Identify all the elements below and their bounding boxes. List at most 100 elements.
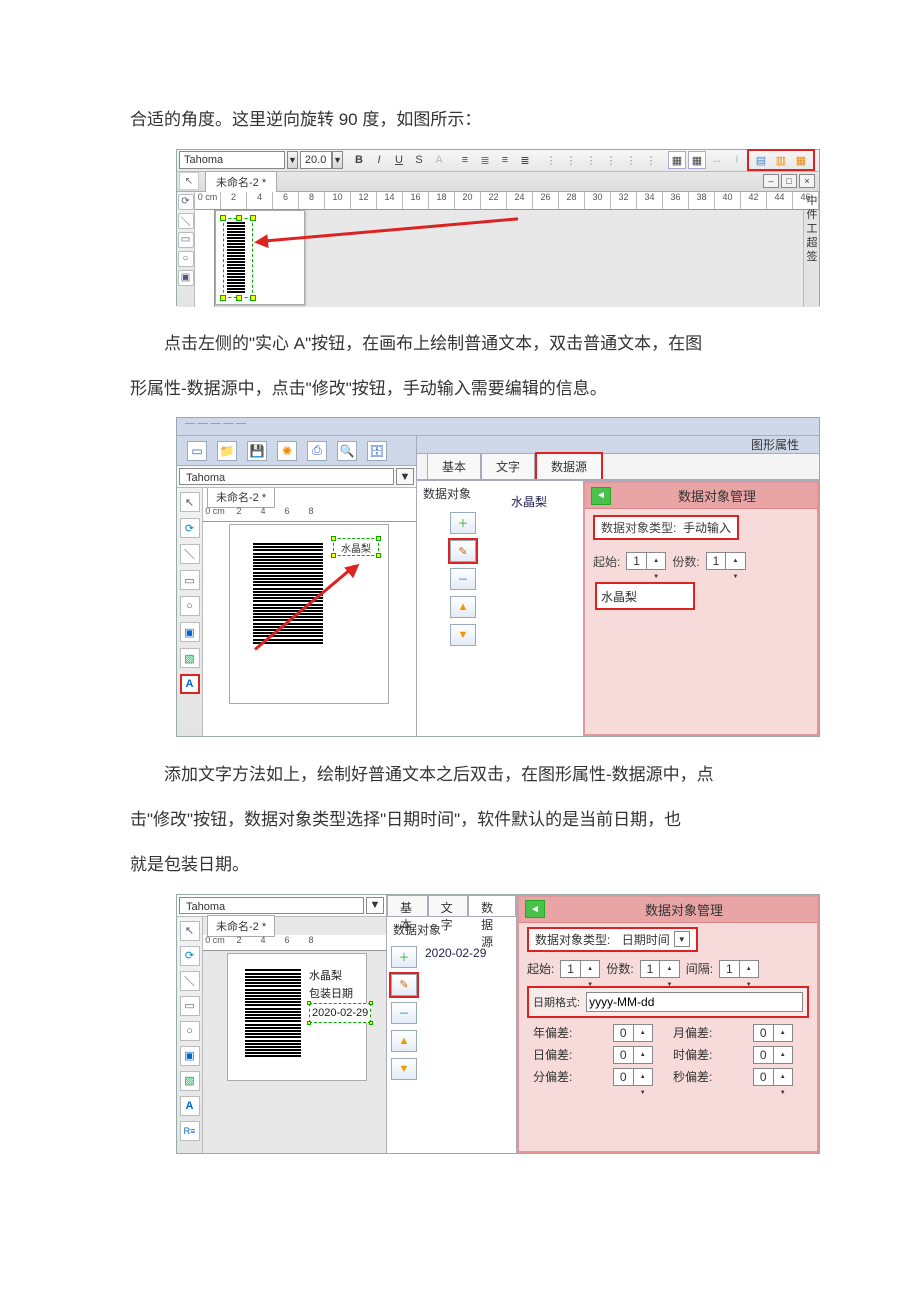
cursor-icon[interactable]: I	[728, 151, 746, 169]
dropdown-icon[interactable]: ▼	[366, 897, 384, 914]
close-icon[interactable]: ×	[799, 174, 815, 188]
rect-tool-icon[interactable]: ▭	[178, 232, 194, 248]
label-packdate[interactable]: 包装日期	[309, 985, 371, 1003]
cursor-tool-icon[interactable]: ↖	[180, 492, 200, 512]
delete-button-icon[interactable]: －	[391, 1002, 417, 1024]
up-button-icon[interactable]: ▲	[391, 1030, 417, 1052]
rotate-tool-icon[interactable]: ⟳	[180, 946, 200, 966]
font-select[interactable]: Tahoma	[179, 468, 394, 485]
add-button-icon[interactable]: ＋	[450, 512, 476, 534]
barcode-object[interactable]	[245, 969, 301, 1058]
spacing-icon[interactable]: ⋮	[562, 151, 580, 169]
year-offset-spinner[interactable]: 0▲▼	[613, 1024, 653, 1042]
new-icon[interactable]: ▭	[187, 441, 207, 461]
fontsize-select[interactable]: 20.0	[300, 151, 332, 169]
count-spinner[interactable]: 1▲▼	[706, 552, 746, 570]
ellipse-tool-icon[interactable]: ○	[178, 251, 194, 267]
preview-icon[interactable]: 🔍	[337, 441, 357, 461]
text-selection[interactable]: 水晶梨	[333, 538, 379, 556]
strike-button[interactable]: S	[410, 151, 428, 169]
line-tool-icon[interactable]: ＼	[180, 544, 200, 564]
label-product[interactable]: 水晶梨	[309, 967, 371, 985]
hour-offset-spinner[interactable]: 0▲▼	[753, 1046, 793, 1064]
edit-button-icon[interactable]: ✎	[391, 974, 417, 996]
spacing-icon[interactable]: ⋮	[642, 151, 660, 169]
dropdown-icon[interactable]: ▼	[396, 468, 414, 485]
cursor-tool-icon[interactable]: ↖	[180, 921, 200, 941]
align-left-icon[interactable]: ≡	[456, 151, 474, 169]
up-button-icon[interactable]: ▲	[450, 596, 476, 618]
manual-input-box[interactable]: 水晶梨	[595, 582, 695, 610]
text-tool-icon[interactable]: A	[430, 151, 448, 169]
resize-handle[interactable]	[220, 295, 226, 301]
sec-offset-spinner[interactable]: 0▲▼	[753, 1068, 793, 1086]
start-spinner[interactable]: 1▲▼	[560, 960, 600, 978]
document-tab[interactable]: 未命名-2 *	[205, 171, 277, 192]
minimize-icon[interactable]: –	[763, 174, 779, 188]
cursor-tool-icon[interactable]: ↖	[179, 172, 199, 190]
month-offset-spinner[interactable]: 0▲▼	[753, 1024, 793, 1042]
type-value[interactable]: 手动输入	[683, 521, 731, 535]
richtext-tool-icon[interactable]: R≡	[180, 1121, 200, 1141]
spacing-icon[interactable]: ⋮	[542, 151, 560, 169]
db-icon[interactable]: 🗄	[367, 441, 387, 461]
resize-handle[interactable]	[236, 295, 242, 301]
barcode-object[interactable]	[227, 222, 245, 294]
tab-basic[interactable]: 基本	[387, 895, 428, 916]
tool-icon[interactable]: ▥	[772, 151, 790, 169]
dropdown-icon[interactable]: ▼	[674, 931, 690, 947]
rotate-tool-icon[interactable]: ⟳	[180, 518, 200, 538]
spacing-icon[interactable]: ⋮	[582, 151, 600, 169]
add-button-icon[interactable]: ＋	[391, 946, 417, 968]
line-tool-icon[interactable]: ＼	[178, 213, 194, 229]
spacing-icon[interactable]: ⋮	[622, 151, 640, 169]
tab-basic[interactable]: 基本	[427, 453, 481, 479]
maximize-icon[interactable]: □	[781, 174, 797, 188]
link-icon[interactable]: ↔	[708, 151, 726, 169]
italic-button[interactable]: I	[370, 151, 388, 169]
document-tab[interactable]: 未命名-2 *	[207, 488, 275, 508]
text-tool-icon[interactable]: A	[180, 674, 200, 694]
delete-button-icon[interactable]: －	[450, 568, 476, 590]
resize-handle[interactable]	[220, 215, 226, 221]
open-icon[interactable]: 📁	[217, 441, 237, 461]
box-button[interactable]: ▦	[688, 151, 706, 169]
bold-button[interactable]: B	[350, 151, 368, 169]
settings-icon[interactable]: ✺	[277, 441, 297, 461]
rect-tool-icon[interactable]: ▭	[180, 996, 200, 1016]
resize-handle[interactable]	[236, 215, 242, 221]
gap-spinner[interactable]: 1▲▼	[719, 960, 759, 978]
date-text-selection[interactable]: 2020-02-29	[309, 1003, 371, 1023]
text-tool-icon[interactable]: A	[180, 1096, 200, 1116]
picture-tool-icon[interactable]: ▧	[180, 648, 200, 668]
type-value[interactable]: 日期时间	[622, 931, 670, 948]
align-center-icon[interactable]: ≣	[476, 151, 494, 169]
data-object-value[interactable]: 水晶梨	[511, 493, 581, 510]
min-offset-spinner[interactable]: 0▲▼	[613, 1068, 653, 1086]
tab-datasource[interactable]: 数据源	[535, 452, 603, 479]
down-button-icon[interactable]: ▼	[450, 624, 476, 646]
underline-button[interactable]: U	[390, 151, 408, 169]
rotate-tool-icon[interactable]: ⟳	[178, 194, 194, 210]
down-button-icon[interactable]: ▼	[391, 1058, 417, 1080]
resize-handle[interactable]	[250, 295, 256, 301]
day-offset-spinner[interactable]: 0▲▼	[613, 1046, 653, 1064]
document-tab[interactable]: 未命名-2 *	[207, 915, 275, 937]
date-format-input[interactable]	[586, 992, 803, 1012]
tab-text[interactable]: 文字	[481, 453, 535, 479]
box-button[interactable]: ▦	[668, 151, 686, 169]
align-right-icon[interactable]: ≡	[496, 151, 514, 169]
tab-datasource[interactable]: 数据源	[468, 895, 516, 916]
picture-tool-icon[interactable]: ▧	[180, 1071, 200, 1091]
image-tool-icon[interactable]: ▣	[180, 622, 200, 642]
font-select[interactable]: Tahoma	[179, 151, 285, 169]
data-object-value[interactable]: 2020-02-29	[421, 942, 486, 1084]
back-icon[interactable]: ◄	[525, 900, 545, 918]
line-tool-icon[interactable]: ＼	[180, 971, 200, 991]
spacing-icon[interactable]: ⋮	[602, 151, 620, 169]
count-spinner[interactable]: 1▲▼	[640, 960, 680, 978]
start-spinner[interactable]: 1▲▼	[626, 552, 666, 570]
image-tool-icon[interactable]: ▣	[180, 1046, 200, 1066]
ellipse-tool-icon[interactable]: ○	[180, 1021, 200, 1041]
save-icon[interactable]: 💾	[247, 441, 267, 461]
